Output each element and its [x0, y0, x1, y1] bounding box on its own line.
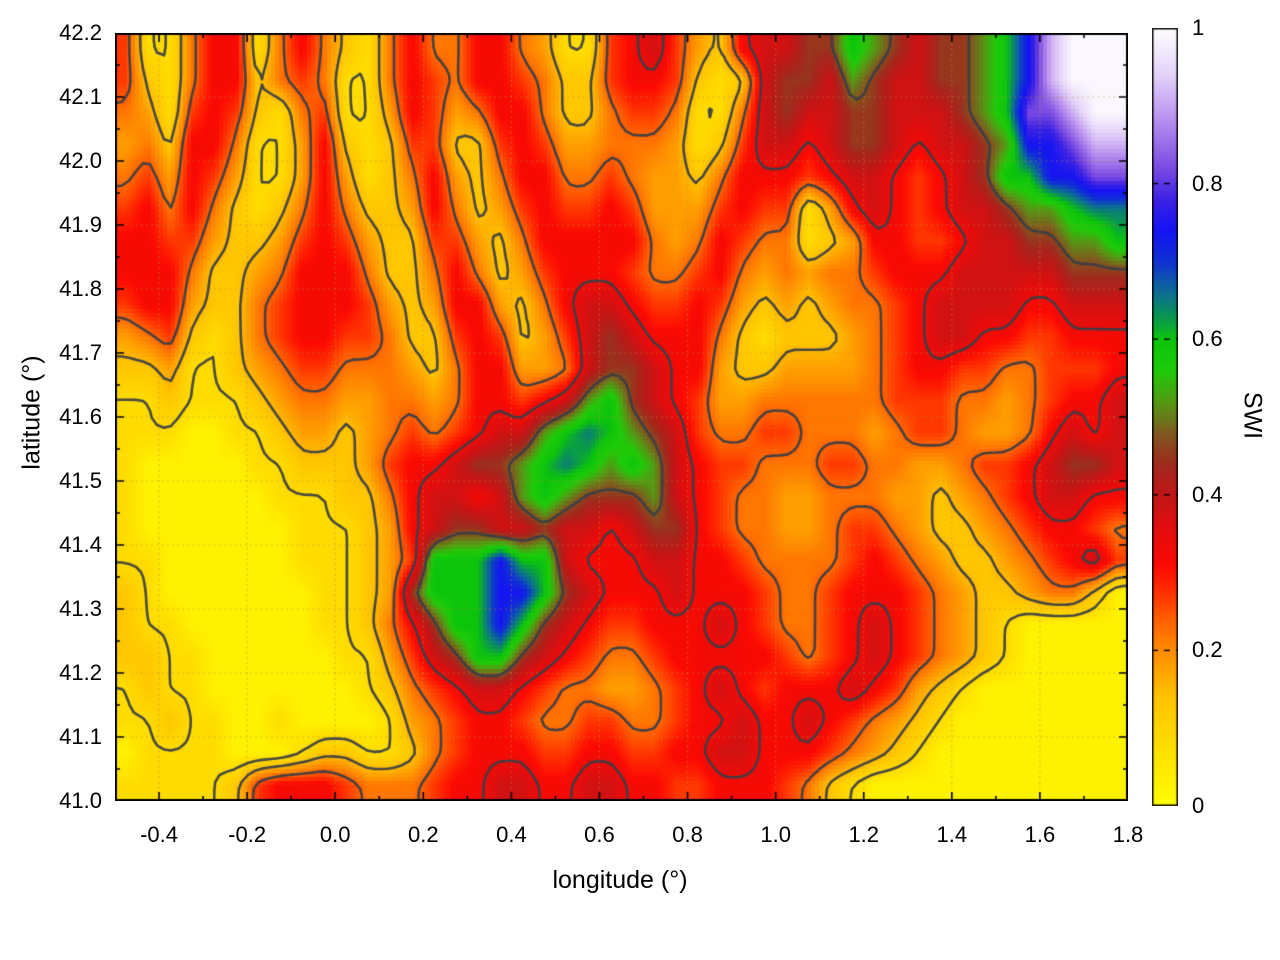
y-tick-label: 41.7: [59, 340, 102, 365]
colorbar-tick-label: 0.6: [1192, 326, 1223, 352]
y-tick-label: 41.8: [59, 276, 102, 301]
x-tick-label: 0.2: [408, 822, 439, 847]
y-tick-label: 42.2: [59, 20, 102, 45]
x-tick-label: -0.2: [228, 822, 267, 847]
heatmap-canvas: [115, 33, 1128, 801]
y-tick-label: 41.0: [59, 788, 102, 813]
colorbar-canvas: [1152, 28, 1178, 806]
colorbar-tick-label: 0.4: [1192, 481, 1223, 507]
colorbar-tick-label: 0.2: [1192, 637, 1223, 663]
x-tick-label: 0.0: [319, 822, 351, 847]
x-tick-label: -0.4: [140, 822, 178, 847]
y-tick-label: 41.2: [59, 660, 102, 685]
y-tick-label: 41.6: [59, 404, 102, 429]
y-tick-label: 41.4: [59, 532, 102, 557]
x-tick-label: 1.2: [848, 822, 880, 847]
x-tick-label: 1.6: [1024, 822, 1056, 847]
y-tick-label: 41.3: [59, 596, 102, 621]
y-tick-label: 42.1: [59, 84, 102, 109]
colorbar-title: SWI: [1238, 391, 1267, 440]
y-tick-label: 42.0: [59, 148, 102, 173]
y-tick-label: 41.9: [59, 212, 102, 237]
x-tick-label: 1.8: [1112, 822, 1144, 847]
y-tick-label: 41.1: [59, 724, 102, 749]
colorbar-tick-label: 1: [1192, 15, 1205, 40]
x-tick-label: 0.6: [584, 822, 615, 847]
colorbar-tick-label: 0.8: [1192, 170, 1223, 196]
x-tick-label: 1.4: [936, 822, 968, 847]
x-tick-label: 0.8: [672, 822, 703, 847]
x-tick-label: 1.0: [760, 822, 791, 847]
x-tick-label: 0.4: [496, 822, 527, 847]
y-tick-label: 41.5: [59, 468, 102, 493]
colorbar-tick-label: 0: [1192, 793, 1205, 818]
x-axis-title: longitude (°): [552, 866, 688, 894]
